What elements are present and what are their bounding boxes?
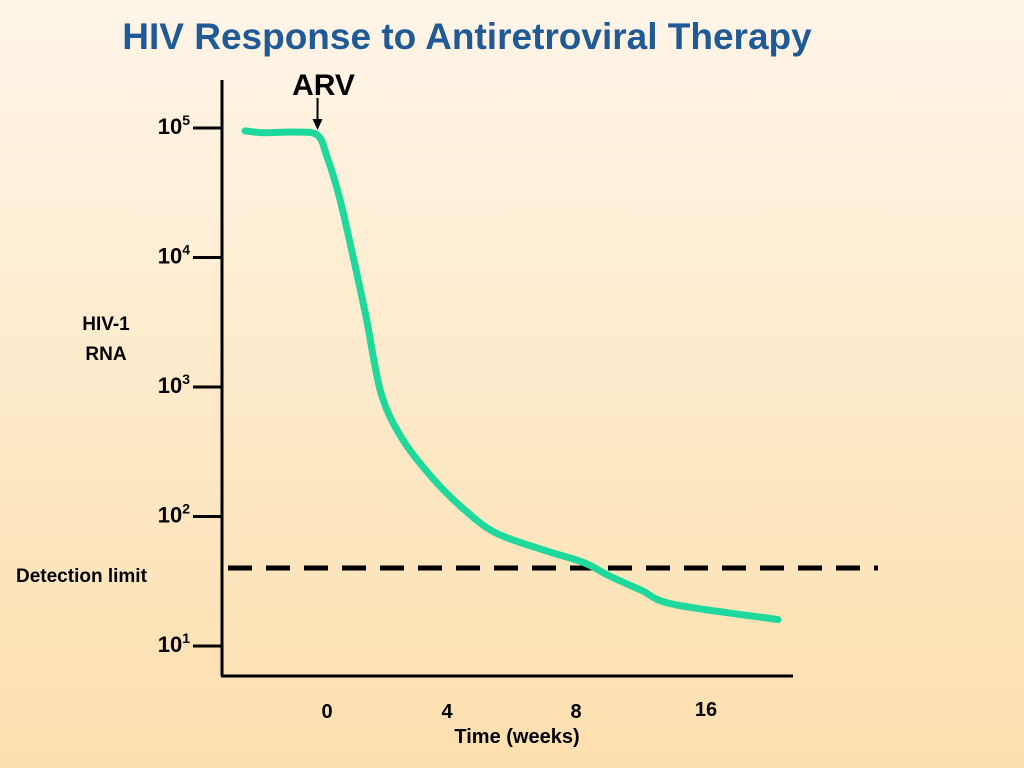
arv-arrow-head-icon xyxy=(312,119,323,130)
y-tick-label: 105 xyxy=(158,112,190,139)
y-tick-label: 104 xyxy=(158,242,190,269)
series-line xyxy=(241,127,782,624)
y-axis-label: HIV-1 xyxy=(82,314,130,335)
axes xyxy=(220,80,793,678)
arv-annotation: ARV xyxy=(292,69,355,130)
y-tick-label: 101 xyxy=(158,630,190,657)
x-tick-label: 4 xyxy=(441,701,453,723)
page-title: HIV Response to Antiretroviral Therapy xyxy=(122,16,812,57)
arv-label: ARV xyxy=(292,69,355,102)
y-tick-label: 102 xyxy=(158,501,190,528)
detection-limit-label: Detection limit xyxy=(16,566,148,587)
y-ticks: 105 104 103 102 101 xyxy=(158,112,222,657)
x-tick-label: 8 xyxy=(570,701,581,723)
x-tick-label: 16 xyxy=(695,699,717,721)
y-axis-label-line2: RNA xyxy=(85,344,126,365)
x-axis-label: Time (weeks) xyxy=(454,726,579,748)
x-ticks: 0 4 8 16 xyxy=(321,699,717,723)
y-tick-label: 103 xyxy=(158,371,190,398)
x-tick-label: 0 xyxy=(321,701,332,723)
